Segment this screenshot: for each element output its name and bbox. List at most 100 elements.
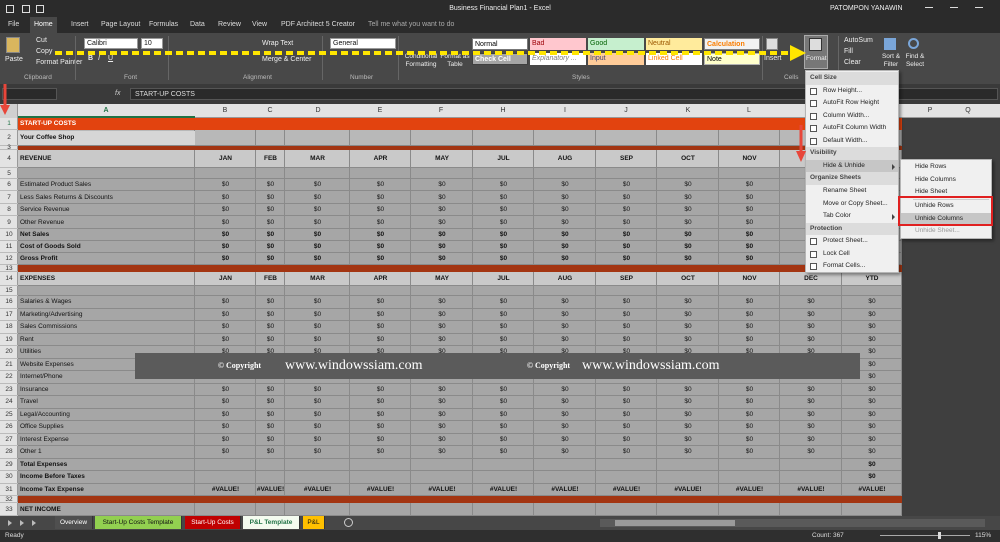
- menu-item[interactable]: Lock Cell: [806, 248, 898, 261]
- row-number[interactable]: 19: [0, 334, 18, 346]
- column-header[interactable]: J: [624, 107, 628, 114]
- cell[interactable]: [411, 216, 473, 229]
- cell[interactable]: [195, 150, 256, 168]
- cell[interactable]: [534, 253, 596, 265]
- column-header[interactable]: Q: [965, 107, 971, 114]
- cell[interactable]: [195, 471, 256, 484]
- cell[interactable]: [596, 130, 657, 146]
- cell[interactable]: [285, 471, 350, 484]
- cell[interactable]: [18, 229, 195, 241]
- cell[interactable]: [473, 272, 534, 286]
- cell[interactable]: [534, 272, 596, 286]
- name-box[interactable]: [2, 88, 57, 100]
- cell[interactable]: [256, 483, 285, 496]
- cell[interactable]: [534, 204, 596, 216]
- cell[interactable]: [534, 191, 596, 204]
- cell[interactable]: [256, 458, 285, 471]
- window-button[interactable]: [950, 7, 958, 8]
- cell[interactable]: [719, 458, 780, 471]
- cell-style[interactable]: Note: [704, 53, 760, 65]
- cell[interactable]: [657, 308, 719, 321]
- cell-style[interactable]: Normal: [472, 38, 528, 50]
- row-number[interactable]: 5: [0, 168, 18, 179]
- cell[interactable]: [350, 204, 411, 216]
- cell[interactable]: [256, 446, 285, 459]
- cell[interactable]: [657, 471, 719, 484]
- cell[interactable]: [256, 241, 285, 253]
- cell[interactable]: [596, 286, 657, 296]
- font-name-box[interactable]: Calibri: [84, 38, 138, 49]
- cell[interactable]: [411, 408, 473, 421]
- row-number[interactable]: 10: [0, 229, 18, 241]
- cell[interactable]: [256, 421, 285, 434]
- cell[interactable]: [411, 446, 473, 459]
- paste-icon[interactable]: [6, 37, 20, 53]
- cell[interactable]: [18, 503, 195, 516]
- row-number[interactable]: 31: [0, 484, 18, 496]
- cell[interactable]: [657, 383, 719, 396]
- cell[interactable]: [350, 321, 411, 334]
- row-number[interactable]: 23: [0, 384, 18, 396]
- cell[interactable]: [350, 503, 411, 516]
- cell[interactable]: [18, 321, 195, 334]
- menu-item[interactable]: AutoFit Column Width: [806, 122, 898, 135]
- cell[interactable]: [256, 433, 285, 446]
- cell-style[interactable]: Input: [588, 53, 644, 65]
- row-number[interactable]: 1: [0, 118, 18, 130]
- cell[interactable]: [780, 321, 842, 334]
- cell[interactable]: [256, 333, 285, 346]
- column-header[interactable]: B: [222, 107, 228, 114]
- cell[interactable]: [195, 204, 256, 216]
- row-number[interactable]: 24: [0, 396, 18, 409]
- cell[interactable]: [719, 308, 780, 321]
- cell[interactable]: [350, 408, 411, 421]
- submenu-item[interactable]: Hide Rows: [915, 163, 947, 170]
- cell[interactable]: [411, 321, 473, 334]
- cell[interactable]: [780, 503, 842, 516]
- cell[interactable]: [719, 296, 780, 309]
- cell[interactable]: [719, 229, 780, 241]
- cell[interactable]: [350, 458, 411, 471]
- cell[interactable]: [842, 433, 902, 446]
- paste-button[interactable]: Paste: [5, 56, 23, 63]
- scroll-thumb[interactable]: [615, 520, 735, 526]
- cell[interactable]: [719, 408, 780, 421]
- cell[interactable]: [256, 191, 285, 204]
- cell[interactable]: [719, 241, 780, 253]
- row-number[interactable]: 14: [0, 272, 18, 286]
- cell[interactable]: [596, 421, 657, 434]
- cell[interactable]: [473, 321, 534, 334]
- window-button[interactable]: [975, 7, 983, 8]
- format-painter-button[interactable]: Format Painter: [36, 59, 83, 66]
- cell-style[interactable]: Explanatory ...: [530, 53, 586, 65]
- cell[interactable]: [411, 150, 473, 168]
- cell[interactable]: [285, 383, 350, 396]
- cell[interactable]: [195, 179, 256, 191]
- cell[interactable]: [596, 179, 657, 191]
- ribbon-tab[interactable]: File: [8, 21, 20, 28]
- sheet-tab[interactable]: Start-Up Costs Template: [95, 516, 182, 529]
- cell[interactable]: [18, 216, 195, 229]
- cell-style[interactable]: Neutral: [646, 38, 702, 50]
- cell[interactable]: [780, 286, 842, 296]
- cell[interactable]: [350, 433, 411, 446]
- find-icon[interactable]: [908, 38, 919, 49]
- cell[interactable]: [350, 229, 411, 241]
- menu-item[interactable]: AutoFit Row Height: [806, 97, 898, 110]
- column-header[interactable]: I: [564, 107, 566, 114]
- cell[interactable]: [657, 286, 719, 296]
- cell[interactable]: [596, 446, 657, 459]
- cell[interactable]: [534, 503, 596, 516]
- cell[interactable]: [195, 308, 256, 321]
- cell[interactable]: [780, 272, 842, 286]
- cell[interactable]: [473, 241, 534, 253]
- tab-nav-button[interactable]: [20, 520, 24, 526]
- number-format-box[interactable]: General: [330, 38, 396, 49]
- cell[interactable]: [350, 383, 411, 396]
- zoom-thumb[interactable]: [938, 532, 941, 539]
- cell[interactable]: [596, 408, 657, 421]
- row-number[interactable]: 11: [0, 241, 18, 253]
- cell[interactable]: [411, 272, 473, 286]
- column-header[interactable]: K: [685, 107, 691, 114]
- cell[interactable]: [780, 421, 842, 434]
